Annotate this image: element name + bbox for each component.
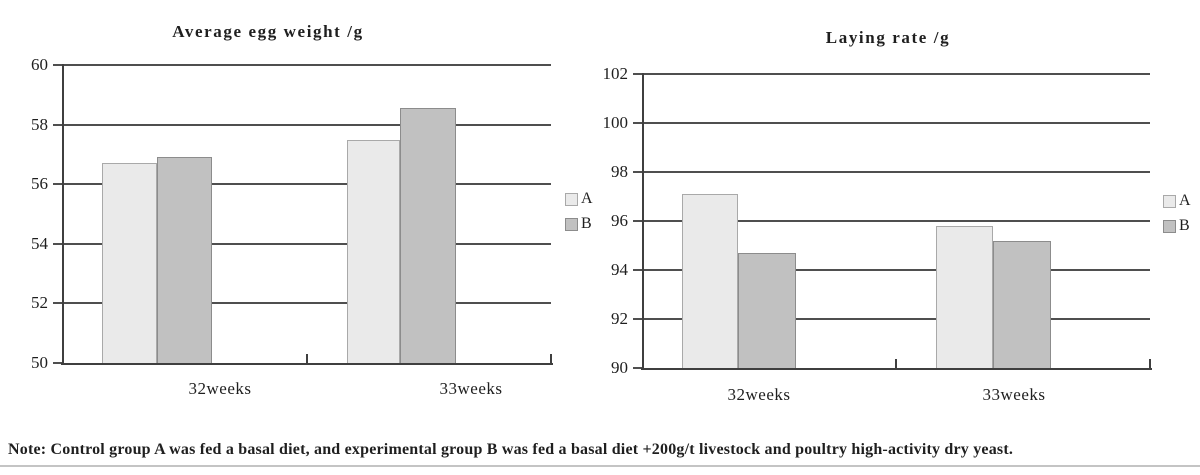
y-tick-52 (53, 302, 62, 305)
bar-33weeks-series-a (936, 225, 993, 369)
x-tick-mid (306, 354, 308, 363)
bar-33weeks-series-a (347, 139, 400, 364)
y-axis (62, 64, 64, 365)
gridline-96 (642, 220, 1150, 222)
chart-title: Average egg weight /g (172, 22, 364, 41)
gridline-54 (62, 242, 551, 245)
x-tick-end (1149, 359, 1151, 368)
x-category-label-32weeks: 32weeks (727, 385, 791, 404)
y-tick-100 (633, 122, 642, 124)
gridline-60 (62, 64, 551, 66)
legend-swatch-a (1163, 195, 1176, 208)
y-tick-50 (53, 362, 62, 364)
legend-label-a: A (581, 190, 593, 207)
x-axis (641, 368, 1152, 370)
legend-label-b: B (581, 215, 592, 232)
bar-33weeks-series-b (993, 240, 1051, 369)
y-axis-label-98: 98 (611, 162, 628, 181)
gridline-58 (62, 123, 551, 126)
bar-33weeks-series-b (400, 108, 456, 364)
y-axis (642, 73, 644, 370)
y-axis-label-60: 60 (31, 55, 48, 74)
gridline-94 (642, 269, 1150, 271)
y-tick-90 (633, 367, 642, 369)
gridline-56 (62, 183, 551, 186)
y-axis-label-50: 50 (31, 353, 48, 372)
y-axis-label-94: 94 (611, 260, 628, 279)
y-axis-label-56: 56 (31, 174, 48, 194)
bar-32weeks-series-a (102, 163, 157, 364)
gridline-100 (642, 122, 1150, 124)
x-category-label-33weeks: 33weeks (439, 379, 503, 398)
y-tick-56 (53, 183, 62, 186)
legend-swatch-a (565, 193, 578, 206)
legend-swatch-b (1163, 220, 1176, 233)
y-axis-label-102: 102 (602, 64, 629, 83)
y-tick-98 (633, 171, 642, 173)
gridline-52 (62, 302, 551, 305)
x-tick-mid (895, 359, 897, 368)
x-tick-end (550, 354, 552, 363)
bar-32weeks-series-a (682, 194, 738, 369)
y-axis-label-100: 100 (602, 113, 629, 132)
y-axis-label-54: 54 (31, 233, 48, 253)
y-tick-94 (633, 269, 642, 271)
bar-32weeks-series-b (738, 252, 796, 369)
chart-title: Laying rate /g (825, 28, 951, 47)
legend-swatch-b (565, 218, 578, 231)
gridline-98 (642, 171, 1150, 173)
x-axis (61, 363, 553, 365)
bottom-divider (0, 465, 1200, 467)
y-tick-96 (633, 220, 642, 222)
gridline-102 (642, 73, 1150, 75)
y-axis-label-58: 58 (31, 114, 48, 134)
y-tick-60 (53, 64, 62, 66)
x-category-label-32weeks: 32weeks (188, 379, 252, 398)
gridline-92 (642, 318, 1150, 320)
y-tick-54 (53, 242, 62, 245)
y-tick-102 (633, 73, 642, 75)
legend-label-b: B (1179, 217, 1190, 234)
y-axis-label-52: 52 (31, 293, 48, 313)
y-tick-58 (53, 123, 62, 126)
legend-label-a: A (1179, 192, 1191, 209)
y-axis-label-92: 92 (611, 309, 628, 328)
x-category-label-33weeks: 33weeks (982, 385, 1046, 404)
note-text: Note: Control group A was fed a basal di… (8, 441, 1014, 458)
y-axis-label-90: 90 (611, 358, 628, 377)
y-tick-92 (633, 318, 642, 320)
y-axis-label-96: 96 (611, 211, 628, 230)
bar-32weeks-series-b (157, 157, 212, 364)
